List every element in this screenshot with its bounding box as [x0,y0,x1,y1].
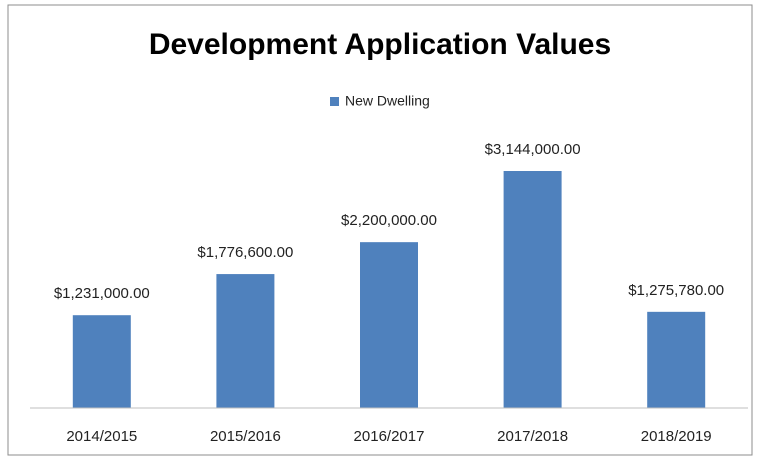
x-tick-label: 2014/2015 [66,428,137,445]
x-tick-label: 2017/2018 [497,428,568,445]
x-tick-label: 2016/2017 [354,428,425,445]
legend-swatch [330,97,339,106]
bar [647,311,706,408]
legend-label: New Dwelling [345,93,430,109]
data-label: $2,200,000.00 [341,212,437,229]
data-label: $1,275,780.00 [628,282,724,299]
x-tick-label: 2015/2016 [210,428,281,445]
bar [72,315,131,408]
data-label: $3,144,000.00 [485,141,581,158]
chart-title: Development Application Values [149,28,611,61]
data-label: $1,231,000.00 [54,285,150,302]
bar [360,242,418,408]
bar [503,171,562,408]
data-label: $1,776,600.00 [197,244,293,261]
bar [216,274,275,408]
x-tick-label: 2018/2019 [641,428,712,445]
